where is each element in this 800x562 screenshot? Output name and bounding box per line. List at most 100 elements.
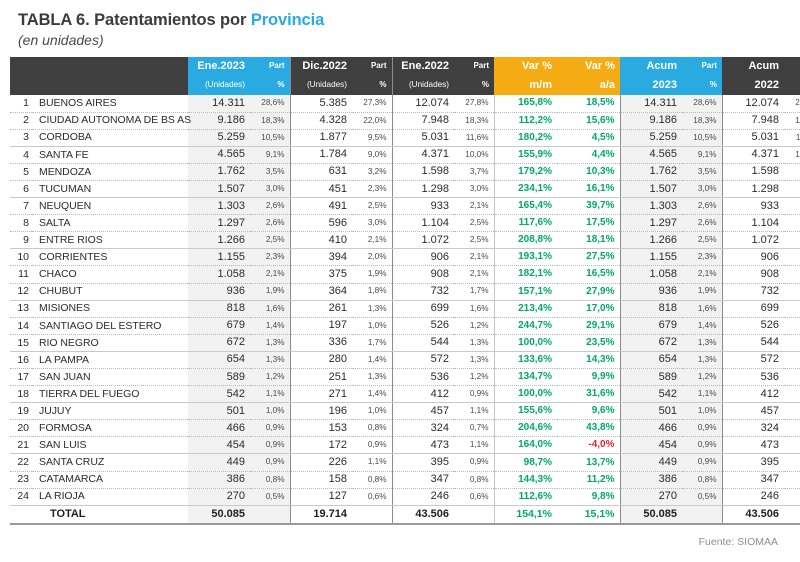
cell-p-ene23: 1,3% — [250, 351, 290, 370]
cell-rank: 4 — [10, 146, 32, 164]
cell-rank: 15 — [10, 334, 32, 352]
cell-p-ene23: 9,1% — [250, 146, 290, 164]
cell-dic22: 394 — [289, 248, 352, 267]
cell-p-acum22: 1,1% — [784, 402, 800, 421]
cell-p-ene22: 1,1% — [454, 436, 494, 455]
cell-acum22: 473 — [721, 436, 784, 455]
cell-p-ene22: 2,5% — [454, 231, 494, 250]
cell-acum23: 50.085 — [619, 504, 682, 526]
cell-dic22: 127 — [289, 488, 352, 506]
cell-var-mm: 112,6% — [493, 488, 557, 506]
cell-ene23: 654 — [188, 351, 250, 370]
cell-name: TOTAL — [32, 504, 188, 526]
cell-var-mm: 144,3% — [493, 471, 557, 489]
cell-acum22: 5.031 — [721, 129, 784, 147]
cell-var-aa: 27,5% — [557, 248, 620, 267]
cell-p-acum22: 1,2% — [784, 317, 800, 335]
cell-var-aa: 15,6% — [557, 112, 620, 130]
table-row: 16 LA PAMPA 654 1,3% 280 1,4% 572 1,3% 133,6% 14,… — [10, 351, 800, 370]
cell-acum23: 1.762 — [619, 163, 682, 181]
cell-name: TIERRA DEL FUEGO — [32, 385, 188, 404]
cell-acum23: 1.507 — [619, 180, 682, 199]
cell-p-acum23 — [682, 504, 722, 526]
cell-acum23: 936 — [619, 283, 682, 301]
cell-p-dic22: 1,3% — [352, 368, 392, 387]
cell-p-acum22: 18,3% — [784, 112, 800, 130]
cell-p-ene23: 1,2% — [250, 368, 290, 387]
header-acum2023-sub: 2023 — [620, 76, 682, 95]
cell-name: SANTA CRUZ — [32, 453, 188, 472]
cell-p-dic22: 0,6% — [352, 488, 392, 506]
cell-p-ene22: 27,8% — [454, 95, 494, 113]
source-note: Fuente: SIOMAA — [698, 536, 778, 548]
cell-p-ene22: 1,2% — [454, 368, 494, 387]
cell-acum23: 14.311 — [619, 95, 682, 113]
cell-p-ene23: 28,6% — [250, 95, 290, 113]
table-row: 9 ENTRE RIOS 1.266 2,5% 410 2,1% 1.072 2,5% 208,… — [10, 231, 800, 250]
cell-rank: 5 — [10, 163, 32, 181]
cell-var-aa: 10,3% — [557, 163, 620, 181]
table-row: 20 FORMOSA 466 0,9% 153 0,8% 324 0,7% 204,6% 43,8… — [10, 419, 800, 438]
cell-dic22: 153 — [289, 419, 352, 438]
cell-name: BUENOS AIRES — [32, 95, 188, 113]
cell-ene23: 542 — [188, 385, 250, 404]
cell-acum23: 1.266 — [619, 231, 682, 250]
cell-rank: 16 — [10, 351, 32, 370]
patentamientos-table: Ene.2023 Part Dic.2022 Part Ene.2022 Par… — [10, 57, 800, 526]
cell-dic22: 1.877 — [289, 129, 352, 147]
cell-p-dic22: 2,1% — [352, 231, 392, 250]
table-row: 11 CHACO 1.058 2,1% 375 1,9% 908 2,1% 182,1% 16,5… — [10, 265, 800, 284]
table-row: 7 NEUQUEN 1.303 2,6% 491 2,5% 933 2,1% 165,4% 39,… — [10, 197, 800, 216]
cell-p-acum23: 9,1% — [682, 146, 722, 164]
cell-p-acum23: 1,2% — [682, 368, 722, 387]
cell-var-aa: 16,1% — [557, 180, 620, 199]
cell-p-acum23: 0,9% — [682, 453, 722, 472]
cell-p-ene22: 3,7% — [454, 163, 494, 181]
cell-ene22: 536 — [391, 368, 454, 387]
table-row: 5 MENDOZA 1.762 3,5% 631 3,2% 1.598 3,7% 179,2% 1… — [10, 163, 800, 181]
cell-ene22: 7.948 — [391, 112, 454, 130]
cell-p-ene22: 18,3% — [454, 112, 494, 130]
cell-var-mm: 165,4% — [493, 197, 557, 216]
cell-name: MENDOZA — [32, 163, 188, 181]
cell-acum23: 542 — [619, 385, 682, 404]
cell-var-mm: 164,0% — [493, 436, 557, 455]
cell-acum23: 386 — [619, 471, 682, 489]
cell-var-mm: 100,0% — [493, 385, 557, 404]
cell-ene22: 933 — [391, 197, 454, 216]
cell-p-ene23 — [250, 504, 290, 526]
table-row: 1 BUENOS AIRES 14.311 28,6% 5.385 27,3% 12.074… — [10, 95, 800, 113]
cell-ene23: 672 — [188, 334, 250, 352]
cell-acum22: 536 — [721, 368, 784, 387]
cell-ene22: 324 — [391, 419, 454, 438]
cell-p-dic22: 1,7% — [352, 334, 392, 352]
cell-name: CIUDAD AUTONOMA DE BS AS — [32, 112, 191, 130]
page-title: TABLA 6. Patentamientos por Provincia — [18, 11, 800, 30]
cell-p-acum22: 1,3% — [784, 334, 800, 352]
cell-ene22: 544 — [391, 334, 454, 352]
cell-var-mm: 204,6% — [493, 419, 557, 438]
cell-ene22: 699 — [391, 300, 454, 318]
table-header: Ene.2023 Part Dic.2022 Part Ene.2022 Par… — [10, 57, 800, 95]
table-row: 18 TIERRA DEL FUEGO 542 1,1% 271 1,4% 412 0,9% 1… — [10, 385, 800, 404]
cell-dic22: 451 — [289, 180, 352, 199]
cell-p-acum22: 27,8% — [784, 95, 800, 113]
cell-p-ene22: 2,5% — [454, 214, 494, 233]
cell-p-acum22: 0,7% — [784, 419, 800, 438]
cell-acum22: 572 — [721, 351, 784, 370]
cell-name: SAN LUIS — [32, 436, 188, 455]
cell-acum23: 270 — [619, 488, 682, 506]
header-ene2023-part: Part — [250, 57, 290, 76]
cell-p-acum22: 1,3% — [784, 351, 800, 370]
header-acum2022-part-sub: % — [784, 76, 800, 95]
header-var-aa-label: Var % — [557, 57, 620, 76]
cell-dic22: 5.385 — [289, 95, 352, 113]
cell-ene23: 4.565 — [188, 146, 250, 164]
cell-p-acum22: 0,9% — [784, 385, 800, 404]
cell-p-dic22: 1,4% — [352, 385, 392, 404]
cell-acum22: 395 — [721, 453, 784, 472]
cell-acum23: 466 — [619, 419, 682, 438]
cell-name: CORRIENTES — [32, 248, 188, 267]
table-total-row: TOTAL 50.085 19.714 43.506 154,1% 15,1% 50.085… — [10, 504, 800, 526]
cell-p-acum22: 11,6% — [784, 129, 800, 147]
